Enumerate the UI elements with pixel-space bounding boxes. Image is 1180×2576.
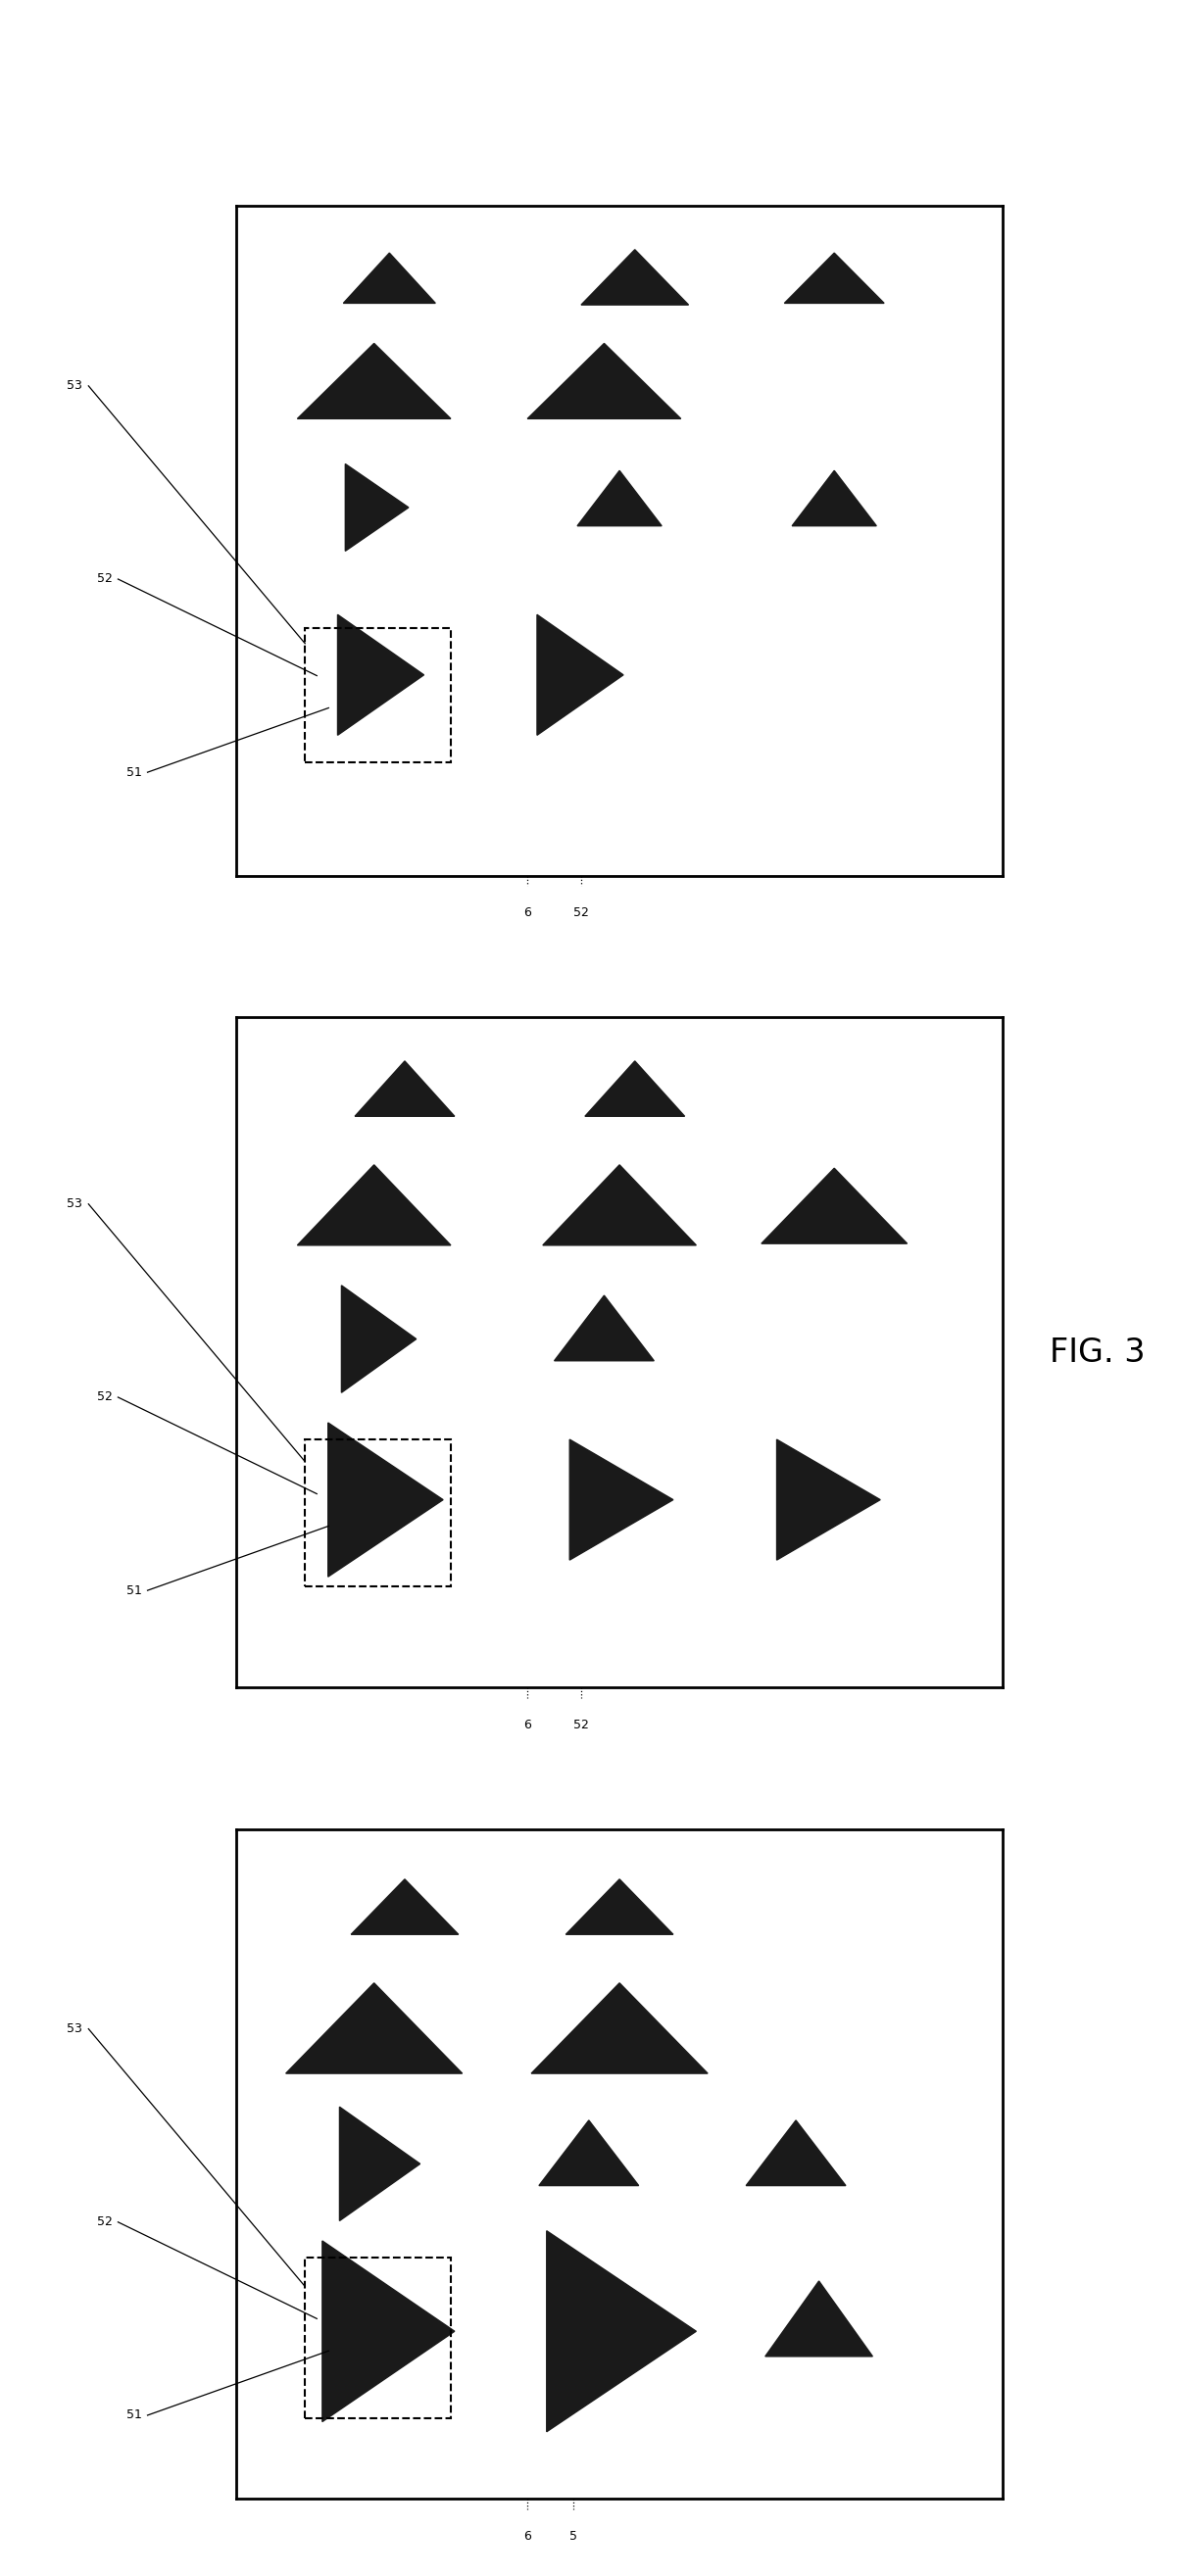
Polygon shape	[352, 1878, 459, 1935]
Text: 53: 53	[67, 1198, 83, 1211]
Polygon shape	[297, 343, 451, 420]
Polygon shape	[555, 1296, 654, 1360]
Polygon shape	[322, 2241, 454, 2421]
Polygon shape	[546, 2231, 696, 2432]
Bar	[306, 1440, 451, 1587]
Polygon shape	[346, 464, 408, 551]
Text: 51: 51	[126, 1584, 142, 1597]
Bar	[306, 629, 451, 762]
Polygon shape	[539, 2120, 638, 2184]
Polygon shape	[582, 250, 689, 304]
Polygon shape	[328, 1422, 444, 1577]
Text: 53: 53	[67, 2022, 83, 2035]
Polygon shape	[776, 1440, 880, 1561]
Polygon shape	[570, 1440, 674, 1561]
Polygon shape	[785, 252, 884, 304]
Text: 5: 5	[570, 2530, 577, 2543]
Polygon shape	[531, 1984, 708, 2074]
Polygon shape	[286, 1984, 463, 2074]
Text: 52: 52	[573, 907, 589, 920]
Polygon shape	[566, 1878, 674, 1935]
Text: 51: 51	[126, 2409, 142, 2421]
Bar	[306, 2257, 451, 2419]
Text: 52: 52	[97, 2215, 112, 2228]
Polygon shape	[297, 1164, 451, 1244]
Polygon shape	[761, 1170, 907, 1244]
Polygon shape	[577, 471, 662, 526]
Text: 6: 6	[524, 1718, 531, 1731]
Text: 53: 53	[67, 379, 83, 392]
Polygon shape	[337, 616, 424, 734]
Text: 6: 6	[524, 907, 531, 920]
Polygon shape	[355, 1061, 454, 1115]
Text: 52: 52	[97, 572, 112, 585]
Text: 6: 6	[524, 2530, 531, 2543]
Polygon shape	[527, 343, 681, 420]
Text: 52: 52	[97, 1391, 112, 1404]
Polygon shape	[792, 471, 877, 526]
Polygon shape	[543, 1164, 696, 1244]
Polygon shape	[766, 2282, 873, 2357]
Text: FIG. 3: FIG. 3	[1050, 1337, 1145, 1368]
Polygon shape	[340, 2107, 420, 2221]
Polygon shape	[746, 2120, 846, 2184]
Polygon shape	[585, 1061, 684, 1115]
Text: 52: 52	[573, 1718, 589, 1731]
Polygon shape	[343, 252, 435, 304]
Text: 51: 51	[126, 765, 142, 778]
Polygon shape	[537, 616, 623, 734]
Polygon shape	[341, 1285, 417, 1394]
